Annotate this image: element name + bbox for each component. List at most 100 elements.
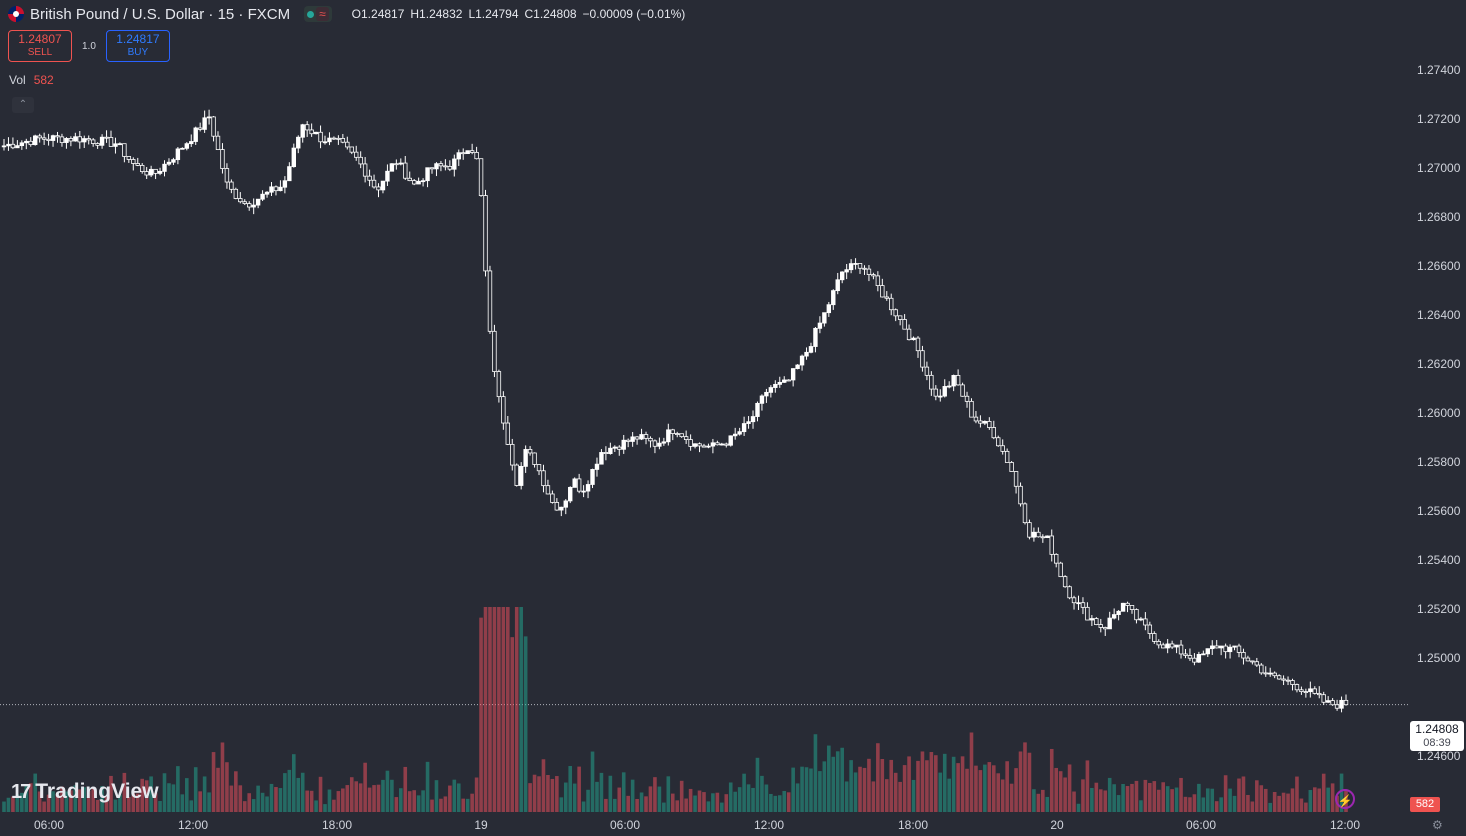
price-tick: 1.26600 <box>1417 258 1461 273</box>
candle <box>911 336 916 341</box>
volume-bar <box>702 792 706 812</box>
candle <box>1339 696 1344 713</box>
volume-bar <box>448 785 452 812</box>
volume-bar <box>974 765 978 812</box>
volume-legend[interactable]: Vol 582 <box>9 73 54 87</box>
candle <box>1161 642 1166 649</box>
volume-bar <box>581 801 586 812</box>
volume-bar <box>399 788 403 812</box>
volume-bar <box>1250 801 1255 812</box>
volume-bar <box>207 792 211 812</box>
quantity-value[interactable]: 1.0 <box>82 40 96 52</box>
candle <box>474 146 479 160</box>
candle <box>902 314 907 330</box>
chevron-up-icon[interactable]: ⌃ <box>12 97 34 113</box>
candle <box>1094 617 1099 626</box>
candle <box>313 131 319 135</box>
volume-bar <box>572 783 577 812</box>
gear-icon[interactable]: ⚙ <box>1432 818 1443 832</box>
volume-bar <box>363 762 367 812</box>
tradingview-logo[interactable]: 17 TradingView <box>11 780 159 804</box>
volume-bar <box>555 776 559 812</box>
candle <box>296 135 301 154</box>
volume-bar <box>1049 748 1054 812</box>
volume-bar <box>1197 783 1201 812</box>
volume-bar <box>840 747 844 812</box>
candle <box>982 420 988 426</box>
candle <box>648 436 653 448</box>
candle <box>376 183 381 198</box>
candle <box>1040 534 1046 543</box>
volume-bar <box>394 797 399 812</box>
candle <box>639 428 644 441</box>
volume-bar <box>1107 777 1112 812</box>
volume-bar <box>728 782 733 812</box>
candle <box>946 381 952 389</box>
volume-bar <box>532 774 537 812</box>
candle <box>768 385 774 398</box>
candle <box>746 416 751 429</box>
volume-bar <box>983 764 987 812</box>
candle <box>362 157 368 183</box>
time-tick: 12:00 <box>1329 818 1361 832</box>
candle <box>608 442 613 455</box>
candle <box>304 121 310 137</box>
candle <box>1031 527 1037 542</box>
volume-bar <box>1041 789 1045 812</box>
candle <box>1299 686 1304 695</box>
sell-button[interactable]: 1.24807 SELL <box>8 30 72 62</box>
candle <box>144 167 149 179</box>
candle <box>871 272 876 280</box>
volume-bar <box>416 795 421 812</box>
candle <box>1187 648 1193 661</box>
symbol-title[interactable]: British Pound / U.S. Dollar · 15 · FXCM <box>30 5 291 23</box>
candle <box>933 385 939 401</box>
volume-bar <box>24 784 29 812</box>
volume-bar <box>1295 776 1299 812</box>
candle <box>550 490 555 504</box>
candle <box>269 182 274 197</box>
candle <box>652 439 658 454</box>
volume-bar <box>11 796 15 812</box>
candle <box>1138 616 1144 622</box>
volume-bar <box>934 755 938 812</box>
buy-button[interactable]: 1.24817 BUY <box>105 30 170 62</box>
price-chart[interactable] <box>0 0 1408 812</box>
volume-bar <box>260 792 265 812</box>
volume-bar <box>1094 782 1099 812</box>
volume-bar <box>367 787 372 812</box>
candle <box>108 130 114 147</box>
volume-bar <box>251 799 256 812</box>
volume-bar <box>332 799 336 812</box>
volume-bar <box>827 745 831 812</box>
candle <box>1103 626 1108 636</box>
volume-bar <box>996 773 1001 812</box>
volume-bar <box>893 772 898 812</box>
candle <box>24 138 29 150</box>
price-scale[interactable]: 1.27400 1.27200 1.27000 1.26800 1.26600 1.264… <box>1408 0 1466 812</box>
time-tick: 18:00 <box>321 818 353 832</box>
candle <box>327 132 332 146</box>
candle <box>1178 640 1184 659</box>
volume-bar <box>1165 786 1170 812</box>
candle <box>95 142 100 149</box>
chart-pane[interactable] <box>0 0 1408 812</box>
volume-bar <box>733 791 737 812</box>
volume-bar <box>220 742 225 812</box>
volume-bar <box>867 758 871 812</box>
candle <box>554 498 560 511</box>
volume-bar <box>1228 788 1232 812</box>
volume-bar <box>1063 777 1067 812</box>
candle <box>848 259 854 274</box>
candle <box>924 361 930 381</box>
candle <box>710 438 716 454</box>
high-value: H1.24832 <box>410 7 463 21</box>
lightning-icon[interactable]: ⚡ <box>1335 789 1355 809</box>
candle <box>411 178 417 186</box>
candle <box>1053 553 1059 568</box>
volume-bar <box>309 790 314 812</box>
volume-bar <box>1121 783 1125 812</box>
market-status[interactable]: ≈ <box>304 6 332 22</box>
volume-bar <box>675 800 680 812</box>
time-axis[interactable]: 06:00 12:00 18:00 19 06:00 12:00 18:00 20 06:00 1… <box>0 812 1408 836</box>
